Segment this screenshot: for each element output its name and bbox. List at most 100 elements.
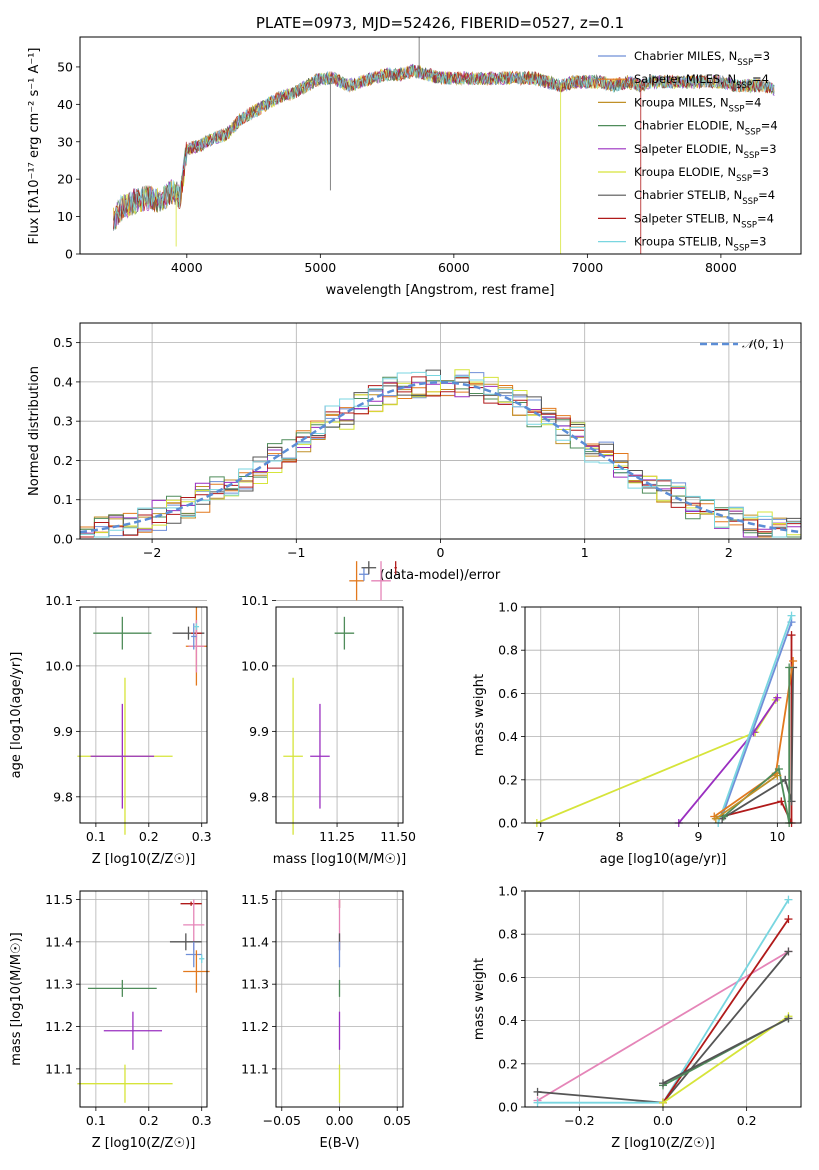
weight_vs_age-y-tick-label: 0.0 <box>498 816 518 831</box>
mass_vs_Z-x-tick-label: 0.2 <box>139 1113 159 1128</box>
weight_vs_Z-y-tick-label: 0.4 <box>498 1013 518 1028</box>
residuals-x-tick-label: −2 <box>143 545 161 560</box>
weight_vs_Z-marks <box>533 895 793 1107</box>
spectrum-y-tick-label: 10 <box>57 209 73 224</box>
age_vs_Z-x-tick-label: 0.3 <box>192 829 212 844</box>
legend-label-chabrier-stelib: Chabrier STELIB, NSSP=4 <box>634 188 775 207</box>
residuals-y-tick-label: 0.1 <box>53 492 73 507</box>
legend-label-chabrier-miles: Chabrier MILES, NSSP=3 <box>634 49 770 68</box>
spectrum-y-tick-label: 30 <box>57 134 73 149</box>
spectrum-legend: Chabrier MILES, NSSP=3 Salpeter MILES, NS… <box>598 49 778 254</box>
spectrum-panel: PLATE=0973, MJD=52426, FIBERID=0527, z=0… <box>27 14 802 298</box>
weight_vs_age-x-tick-label: 7 <box>537 829 545 844</box>
age_vs_mass-x-tick-label: 11.50 <box>380 829 416 844</box>
spectrum-x-ticks: 4000 5000 6000 7000 8000 <box>171 254 737 275</box>
age_vs_mass-axes-frame <box>275 606 404 824</box>
normal-legend-label: 𝒩(0, 1) <box>742 337 784 351</box>
spectrum-plot-area <box>113 37 775 254</box>
age_vs_mass-y-tick-label: 9.8 <box>249 789 269 804</box>
legend-label-chabrier-elodie: Chabrier ELODIE, NSSP=4 <box>634 119 778 138</box>
weight_vs_age-marks <box>532 611 798 827</box>
weight_vs_Z-series-pink <box>537 950 789 1102</box>
age_vs_mass-y-tick-label: 9.9 <box>249 724 269 739</box>
age_vs_Z-y-label: age [log10(age/yr)] <box>9 652 24 779</box>
spectrum-line-kroupa-stelib <box>113 64 775 231</box>
residuals-x-label: (data-model)/error <box>380 568 501 583</box>
mass_vs_Z-x-tick-label: 0.3 <box>192 1113 212 1128</box>
spectrum-title: PLATE=0973, MJD=52426, FIBERID=0527, z=0… <box>256 14 624 32</box>
residuals-y-tick-label: 0.3 <box>53 414 73 429</box>
mass_vs_ebv-x-label: E(B-V) <box>319 1136 359 1151</box>
mass_vs_ebv-x-tick-label: 0.05 <box>383 1113 411 1128</box>
mass-vs-ebv-panel: −0.05 0.00 0.05 11.1 11.2 11.3 11.4 11.5 E(B-V) <box>241 890 411 1151</box>
weight_vs_age-y-tick-label: 0.6 <box>498 686 518 701</box>
legend-label-salpeter-miles: Salpeter MILES, NSSP=4 <box>634 72 769 91</box>
spectrum-y-ticks: 0 10 20 30 40 50 <box>57 59 80 262</box>
spectrum-x-label: wavelength [Angstrom, rest frame] <box>326 283 555 298</box>
mass_vs_Z-y-tick-label: 11.5 <box>45 892 73 907</box>
age_vs_Z-marks <box>77 607 207 835</box>
residuals-y-ticks: 0.0 0.1 0.2 0.3 0.4 0.5 <box>53 335 80 547</box>
weight_vs_Z-y-tick-label: 0.8 <box>498 927 518 942</box>
weight_vs_age-y-tick-label: 0.2 <box>498 772 518 787</box>
weight_vs_Z-x-tick-label: 0.2 <box>737 1113 757 1128</box>
residual-hist-kroupa-stelib <box>80 371 801 538</box>
age_vs_mass-x-tick-label: 11.25 <box>319 829 355 844</box>
weight_vs_age-series-kroupa-stelib <box>717 615 793 824</box>
mass-vs-metallicity-panel: 0.1 0.2 0.3 11.1 11.2 11.3 11.4 11.5 Z [log10(Z/… <box>9 890 212 1151</box>
residuals-y-tick-label: 0.4 <box>53 374 73 389</box>
mass_vs_Z-y-tick-label: 11.4 <box>45 934 73 949</box>
age-vs-metallicity-panel: 0.1 0.2 0.3 9.8 9.9 10.0 10.1 Z [log10(Z/Z☉)] ag… <box>9 593 212 867</box>
residuals-y-label: Normed distribution <box>27 366 42 496</box>
legend-label-kroupa-elodie: Kroupa ELODIE, NSSP=3 <box>634 165 769 184</box>
weight-vs-age-panel: 7 8 9 10 0.0 0.2 0.4 0.6 0.8 1.0 age [log10(age/yr… <box>472 600 802 867</box>
mass_vs_Z-y-tick-label: 11.1 <box>45 1061 73 1076</box>
spectrum-y-tick-label: 40 <box>57 97 73 112</box>
weight_vs_age-series-chabrier-miles <box>721 621 793 817</box>
residuals-x-tick-label: 2 <box>725 545 733 560</box>
spectrum-x-tick-label: 8000 <box>705 260 737 275</box>
mass_vs_Z-y-label: mass [log10(M/M☉)] <box>9 932 24 1065</box>
weight_vs_age-x-tick-label: 10 <box>769 829 785 844</box>
residuals-y-tick-label: 0.2 <box>53 453 73 468</box>
age_vs_Z-x-tick-label: 0.1 <box>86 829 106 844</box>
age-vs-mass-panel: 11.25 11.50 9.8 9.9 10.0 10.1 mass [log10(M/M☉… <box>241 561 416 867</box>
weight_vs_Z-y-tick-label: 0.6 <box>498 970 518 985</box>
mass_vs_ebv-x-tick-label: −0.05 <box>263 1113 301 1128</box>
mass_vs_ebv-x-tick-label: 0.00 <box>326 1113 354 1128</box>
mass_vs_Z-y-tick-label: 11.3 <box>45 977 73 992</box>
age_vs_mass-marks <box>283 561 397 835</box>
age_vs_Z-x-label: Z [log10(Z/Z☉)] <box>92 852 196 867</box>
spectrum-y-tick-label: 20 <box>57 172 73 187</box>
age_vs_Z-y-tick-label: 10.1 <box>45 593 73 608</box>
weight_vs_age-x-tick-label: 8 <box>616 829 624 844</box>
weight_vs_Z-y-tick-label: 0.2 <box>498 1056 518 1071</box>
mass_vs_Z-x-tick-label: 0.1 <box>86 1113 106 1128</box>
spectrum-axes-frame <box>79 36 802 255</box>
residuals-y-tick-label: 0.5 <box>53 335 73 350</box>
age_vs_mass-x-label: mass [log10(M/M☉)] <box>273 852 406 867</box>
age_vs_Z-y-tick-label: 9.8 <box>53 789 73 804</box>
weight_vs_age-y-label: mass weight <box>472 674 487 756</box>
mass_vs_Z-x-label: Z [log10(Z/Z☉)] <box>92 1136 196 1151</box>
weight_vs_Z-y-tick-label: 0.0 <box>498 1100 518 1115</box>
weight_vs_age-axes-frame <box>524 606 802 824</box>
spectrum-x-tick-label: 5000 <box>304 260 336 275</box>
weight-vs-metallicity-panel: −0.2 0.0 0.2 0.0 0.2 0.4 0.6 0.8 1.0 Z [log10(Z/Z… <box>472 884 802 1151</box>
weight_vs_age-x-label: age [log10(age/yr)] <box>600 852 727 867</box>
residuals-x-tick-label: 0 <box>437 545 445 560</box>
spectrum-y-tick-label: 50 <box>57 59 73 74</box>
legend-label-kroupa-miles: Kroupa MILES, NSSP=4 <box>634 95 761 114</box>
residuals-x-tick-label: 1 <box>581 545 589 560</box>
weight_vs_Z-x-tick-label: 0.0 <box>653 1113 673 1128</box>
spectrum-x-tick-label: 6000 <box>438 260 470 275</box>
legend-label-kroupa-stelib: Kroupa STELIB, NSSP=3 <box>634 235 766 254</box>
spectrum-x-tick-label: 4000 <box>171 260 203 275</box>
mass_vs_Z-y-tick-label: 11.2 <box>45 1019 73 1034</box>
age_vs_Z-x-tick-label: 0.2 <box>139 829 159 844</box>
weight_vs_Z-series-kroupa-elodie <box>662 1015 790 1104</box>
weight_vs_Z-y-label: mass weight <box>472 958 487 1040</box>
weight_vs_age-y-tick-label: 0.8 <box>498 643 518 658</box>
residuals-x-tick-label: −1 <box>287 545 305 560</box>
mass_vs_ebv-y-tick-label: 11.2 <box>241 1019 269 1034</box>
